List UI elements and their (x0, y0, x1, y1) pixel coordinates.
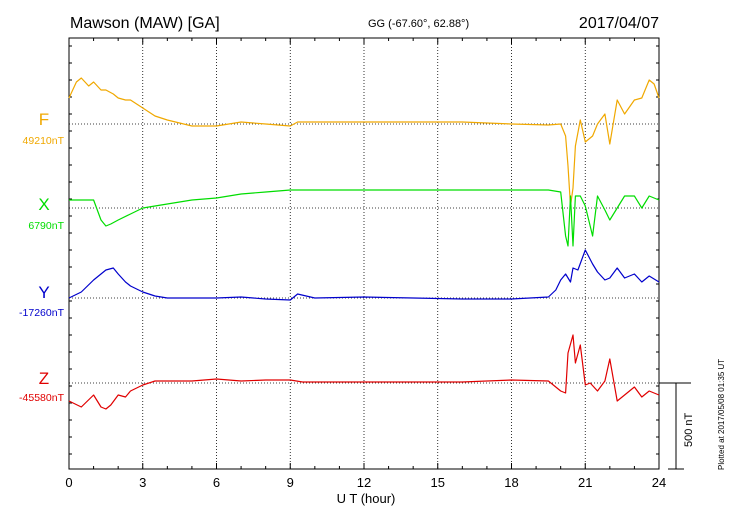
x-tick-label: 18 (504, 475, 518, 490)
x-tick-label: 9 (287, 475, 294, 490)
x-tick-label: 3 (139, 475, 146, 490)
series-line-x (69, 189, 660, 247)
series-name-y: Y (38, 283, 49, 302)
baseline-label-x: 6790nT (28, 220, 64, 232)
station-coordinates: GG (-67.60°, 62.88°) (368, 18, 469, 30)
x-tick-label: 24 (652, 475, 666, 490)
chart-title: Mawson (MAW) [GA] (70, 15, 220, 32)
series-name-z: Z (39, 369, 49, 388)
x-tick-label: 12 (357, 475, 371, 490)
series-line-z (68, 334, 660, 410)
series-line-y (68, 249, 660, 301)
baseline-label-f: 49210nT (23, 135, 65, 147)
x-tick-label: 21 (578, 475, 592, 490)
baseline-label-y: -17260nT (19, 307, 65, 319)
series-line-f (68, 77, 660, 207)
scale-bar-label: 500 nT (683, 412, 695, 447)
x-tick-label: 15 (431, 475, 445, 490)
chart-date: 2017/04/07 (579, 15, 659, 32)
x-tick-label: 6 (213, 475, 220, 490)
series-name-f: F (39, 110, 49, 129)
x-tick-label: 0 (65, 475, 72, 490)
x-axis-label: U T (hour) (337, 491, 396, 506)
plotted-note: Plotted at 2017/05/08 01:35 UT (717, 359, 726, 470)
baseline-label-z: -45580nT (19, 392, 65, 404)
series-name-x: X (38, 195, 49, 214)
